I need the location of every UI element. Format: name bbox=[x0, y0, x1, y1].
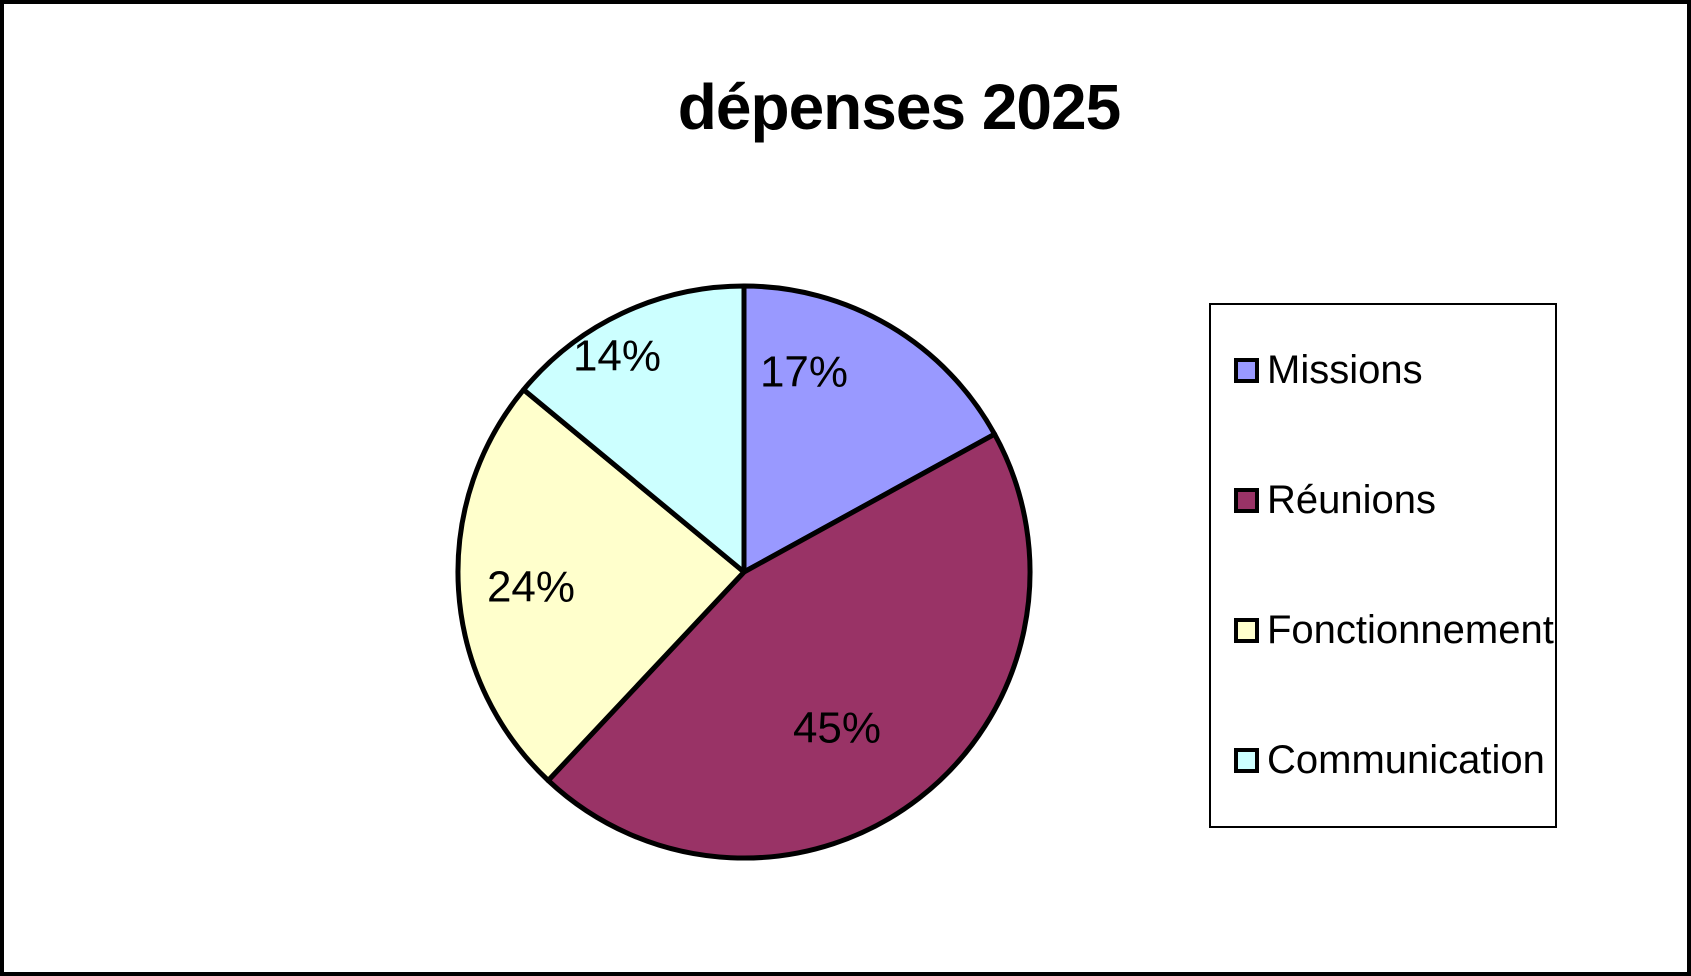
legend-label-fonctionnement: Fonctionnement bbox=[1267, 608, 1554, 653]
pie-data-label: 17% bbox=[760, 348, 848, 397]
legend: Missions Réunions Fonctionnement Communi… bbox=[1209, 303, 1557, 828]
pie-data-label: 45% bbox=[793, 704, 881, 753]
legend-item-fonctionnement[interactable]: Fonctionnement bbox=[1234, 608, 1555, 653]
pie-data-label: 24% bbox=[487, 563, 575, 612]
legend-item-missions[interactable]: Missions bbox=[1234, 348, 1555, 393]
legend-label-reunions: Réunions bbox=[1267, 477, 1437, 522]
legend-label-missions: Missions bbox=[1267, 347, 1423, 392]
pie-slice-missions[interactable] bbox=[741, 283, 998, 575]
pie-chart: 17% 45% 24% 14% bbox=[455, 283, 1033, 861]
legend-swatch-missions bbox=[1234, 357, 1259, 383]
pie-slice-fonctionnement[interactable] bbox=[455, 387, 747, 783]
legend-label-communication: Communication bbox=[1267, 738, 1545, 783]
legend-swatch-fonctionnement bbox=[1234, 618, 1259, 644]
legend-item-reunions[interactable]: Réunions bbox=[1234, 478, 1555, 523]
legend-item-communication[interactable]: Communication bbox=[1234, 738, 1555, 783]
legend-swatch-communication bbox=[1234, 748, 1259, 774]
legend-swatch-reunions bbox=[1234, 487, 1259, 513]
pie-slice-communication[interactable] bbox=[521, 283, 747, 575]
pie-slice-reunions[interactable] bbox=[545, 431, 1033, 861]
pie-data-label: 14% bbox=[573, 332, 661, 381]
chart-title[interactable]: dépenses 2025 bbox=[677, 71, 1121, 143]
